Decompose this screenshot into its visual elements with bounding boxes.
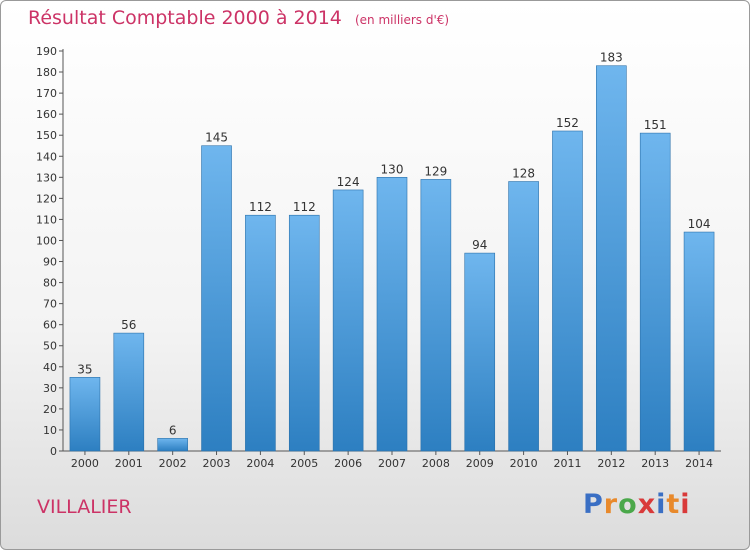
logo-letter: P bbox=[583, 489, 604, 520]
y-tick-label: 160 bbox=[36, 108, 57, 121]
bar-2010 bbox=[508, 181, 539, 452]
y-tick-label: 70 bbox=[43, 298, 57, 311]
y-tick-label: 120 bbox=[36, 192, 57, 205]
value-label-2002: 6 bbox=[169, 423, 177, 437]
value-label-2005: 112 bbox=[293, 200, 316, 214]
y-tick-label: 130 bbox=[36, 171, 57, 184]
value-label-2001: 56 bbox=[121, 318, 136, 332]
x-tick-label-2001: 2001 bbox=[115, 457, 143, 470]
logo-letter: i bbox=[656, 489, 667, 520]
value-label-2012: 183 bbox=[600, 51, 623, 65]
y-tick-label: 20 bbox=[43, 403, 57, 416]
logo-letter: i bbox=[680, 489, 691, 520]
logo-letter: t bbox=[666, 489, 681, 520]
x-tick-label-2014: 2014 bbox=[685, 457, 713, 470]
value-label-2006: 124 bbox=[337, 175, 360, 189]
bar-2000 bbox=[69, 377, 101, 452]
x-tick-label-2007: 2007 bbox=[378, 457, 406, 470]
bar-2013 bbox=[639, 132, 671, 452]
proxiti-logo[interactable]: Proxiti bbox=[583, 489, 691, 520]
chart-subtitle: (en milliers d'€) bbox=[354, 13, 450, 27]
x-tick-label-2013: 2013 bbox=[641, 457, 669, 470]
y-tick-label: 80 bbox=[43, 277, 57, 290]
title-row: Résultat Comptable 2000 à 2014 (en milli… bbox=[28, 7, 449, 29]
x-tick-label-2008: 2008 bbox=[422, 457, 450, 470]
x-tick-label-2006: 2006 bbox=[334, 457, 362, 470]
logo-letter: x bbox=[637, 489, 657, 520]
bar-2001 bbox=[113, 332, 145, 452]
x-tick-label-2012: 2012 bbox=[597, 457, 625, 470]
value-label-2000: 35 bbox=[77, 362, 92, 376]
x-tick-label-2005: 2005 bbox=[290, 457, 318, 470]
x-tick-label-2009: 2009 bbox=[466, 457, 494, 470]
logo-letter: o bbox=[618, 489, 638, 520]
bar-2012 bbox=[596, 65, 627, 452]
logo-letter: r bbox=[603, 489, 619, 520]
chart-title: Résultat Comptable 2000 à 2014 bbox=[28, 7, 342, 29]
value-label-2011: 152 bbox=[556, 116, 579, 130]
x-tick-label-2002: 2002 bbox=[159, 457, 187, 470]
value-label-2014: 104 bbox=[688, 217, 711, 231]
y-tick-label: 170 bbox=[36, 87, 57, 100]
bar-2006 bbox=[332, 189, 364, 452]
value-labels: 35 56 6 145 112 112 124 130 129 94 128 152 183 151 104 bbox=[77, 51, 710, 438]
y-tick-label: 150 bbox=[36, 129, 57, 142]
bar-2003 bbox=[201, 145, 232, 452]
y-tick-label: 90 bbox=[43, 256, 57, 269]
x-tick-label-2000: 2000 bbox=[71, 457, 99, 470]
x-tick-label-2003: 2003 bbox=[203, 457, 231, 470]
value-label-2013: 151 bbox=[644, 118, 667, 132]
y-tick-label: 10 bbox=[43, 424, 57, 437]
x-tick-label-2004: 2004 bbox=[246, 457, 274, 470]
y-tick-label: 40 bbox=[43, 361, 57, 374]
bar-2004 bbox=[245, 214, 276, 452]
y-tick-label: 190 bbox=[36, 45, 57, 58]
value-label-2004: 112 bbox=[249, 200, 272, 214]
bar-2002 bbox=[157, 438, 188, 452]
value-label-2010: 128 bbox=[512, 167, 535, 181]
y-tick-label: 180 bbox=[36, 66, 57, 79]
value-label-2008: 129 bbox=[424, 164, 447, 178]
y-tick-label: 140 bbox=[36, 150, 57, 163]
y-tick-label: 60 bbox=[43, 319, 57, 332]
x-tick-label-2011: 2011 bbox=[553, 457, 581, 470]
bars bbox=[69, 65, 715, 452]
y-tick-label: 100 bbox=[36, 234, 57, 247]
bar-2011 bbox=[552, 130, 583, 452]
y-tick-label: 30 bbox=[43, 382, 57, 395]
bar-2005 bbox=[288, 214, 320, 452]
bar-2014 bbox=[683, 231, 715, 452]
value-label-2009: 94 bbox=[472, 238, 487, 252]
x-tick-label-2010: 2010 bbox=[510, 457, 538, 470]
bar-2007 bbox=[376, 177, 408, 452]
y-tick-label: 0 bbox=[50, 445, 57, 458]
value-label-2003: 145 bbox=[205, 131, 228, 145]
value-label-2007: 130 bbox=[381, 162, 404, 176]
city-name: VILLALIER bbox=[37, 496, 132, 518]
bar-2009 bbox=[464, 252, 496, 452]
y-tick-label: 110 bbox=[36, 213, 57, 226]
y-tick-label: 50 bbox=[43, 340, 57, 353]
bar-2008 bbox=[420, 179, 452, 452]
